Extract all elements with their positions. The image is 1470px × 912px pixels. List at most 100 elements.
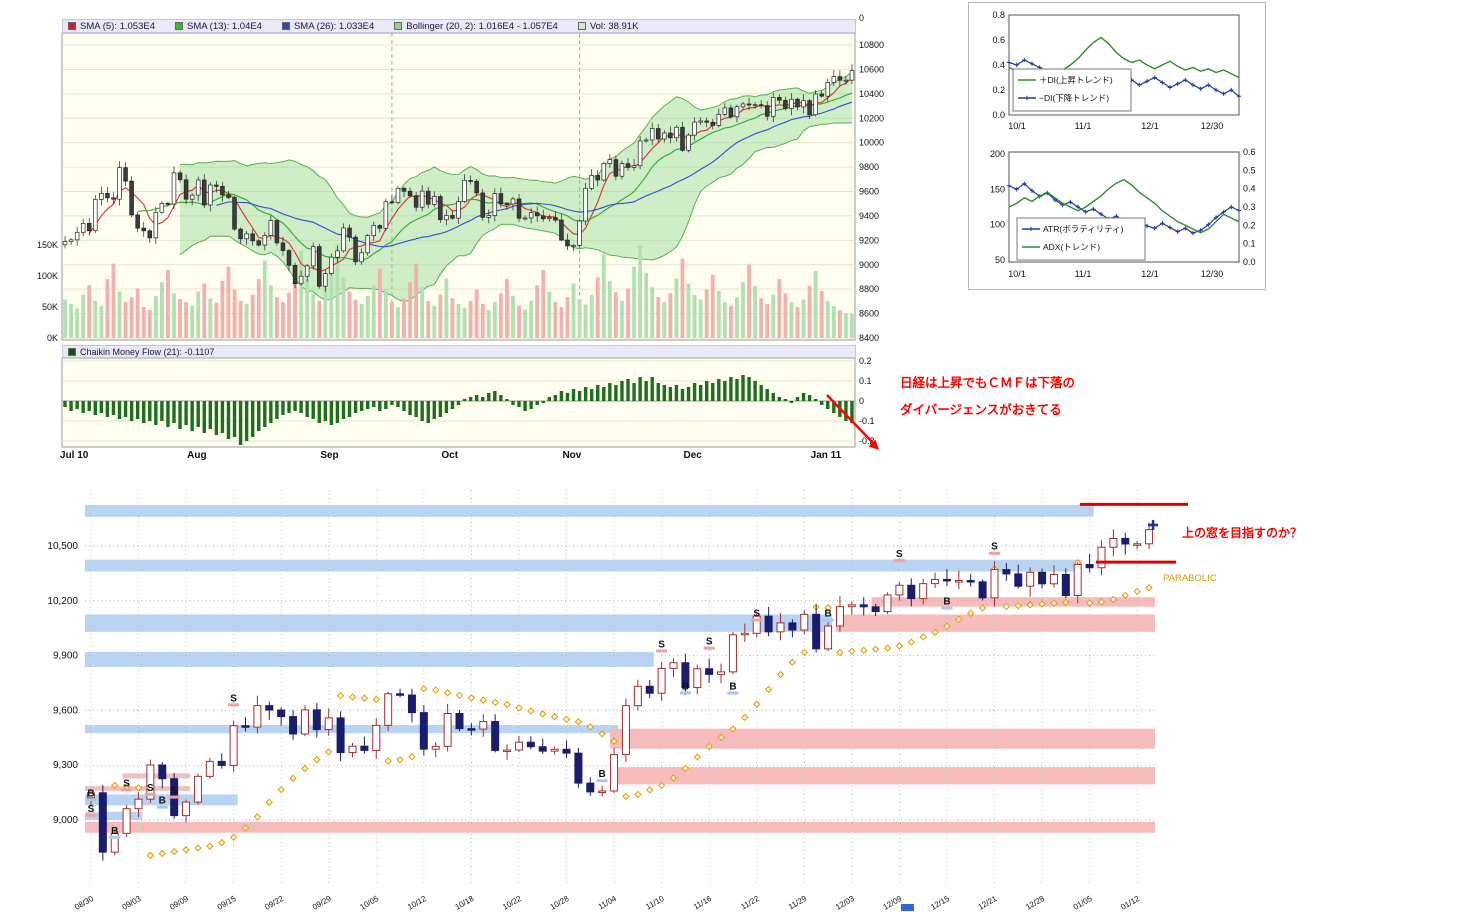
- svg-text:−DI(下降トレンド): −DI(下降トレンド): [1039, 93, 1109, 103]
- svg-text:9000: 9000: [859, 260, 879, 270]
- svg-text:9,300: 9,300: [53, 760, 78, 771]
- di-chart-canvas: 0.8 0.6 0.4 0.2 0.0 ＋DI(上昇トレンド) −DI(下降トレンド) 10/…: [992, 10, 1242, 131]
- svg-text:0.0: 0.0: [992, 110, 1005, 120]
- svg-text:12/03: 12/03: [834, 894, 856, 912]
- svg-text:11/04: 11/04: [597, 894, 619, 912]
- svg-text:10800: 10800: [859, 40, 884, 50]
- svg-text:10400: 10400: [859, 89, 884, 99]
- cmf-color-chip: [68, 347, 76, 356]
- svg-text:10/1: 10/1: [1008, 269, 1026, 279]
- svg-text:10000: 10000: [859, 138, 884, 148]
- svg-text:11/10: 11/10: [644, 894, 666, 912]
- svg-text:B: B: [824, 608, 831, 619]
- svg-text:12/30: 12/30: [1201, 121, 1224, 131]
- daily-chart-canvas: 10,500 10,200 9,900 9,600 9,300 9,000 08/30 09/…: [47, 490, 1217, 912]
- bottom-blue-marker: [901, 904, 914, 911]
- sma5-label: SMA (5): 1.053E4: [80, 20, 155, 32]
- legend-sma5: SMA (5): 1.053E4: [68, 21, 155, 32]
- cmf-divergence-note-line1: 日経は上昇でもＣＭＦは下落の: [900, 376, 1076, 390]
- svg-text:9600: 9600: [859, 187, 879, 197]
- svg-text:150K: 150K: [37, 240, 58, 250]
- svg-text:ADX(トレンド): ADX(トレンド): [1043, 242, 1100, 252]
- svg-text:11/29: 11/29: [787, 894, 809, 912]
- svg-text:0.0: 0.0: [1243, 257, 1256, 267]
- svg-text:0.2: 0.2: [1243, 220, 1256, 230]
- svg-text:B: B: [729, 681, 736, 692]
- svg-text:50: 50: [995, 255, 1005, 265]
- cmf-divergence-note-line2: ダイバージェンスがおきてる: [900, 403, 1062, 417]
- svg-text:11/1: 11/1: [1075, 269, 1092, 279]
- svg-text:B: B: [682, 681, 689, 692]
- atr-adx-chart-canvas: 200 150 100 50 0.6 0.5 0.4 0.3 0.2 0.1 0.0 ATR(ボラティ…: [990, 147, 1256, 279]
- parabolic-sar-dots: [99, 559, 1153, 860]
- svg-text:08/30: 08/30: [73, 894, 95, 912]
- svg-text:Oct: Oct: [441, 450, 458, 460]
- svg-text:9400: 9400: [859, 211, 879, 221]
- svg-text:09/22: 09/22: [263, 894, 285, 912]
- svg-text:S: S: [171, 786, 178, 797]
- svg-text:S: S: [991, 542, 998, 553]
- svg-text:10/1: 10/1: [1008, 121, 1026, 131]
- svg-text:0.1: 0.1: [859, 376, 872, 386]
- svg-text:10/28: 10/28: [549, 894, 571, 912]
- svg-text:0.2: 0.2: [992, 85, 1005, 95]
- main-chart-legend: SMA (5): 1.053E4 SMA (13): 1.04E4 SMA (2…: [62, 19, 856, 33]
- svg-text:S: S: [753, 608, 760, 619]
- cmf-divergence-note: 日経は上昇でもＣＭＦは下落の ダイバージェンスがおきてる: [900, 370, 1075, 424]
- svg-text:10/05: 10/05: [358, 894, 380, 912]
- svg-text:09/29: 09/29: [311, 894, 333, 912]
- svg-text:200: 200: [990, 149, 1005, 159]
- legend-volume: Vol: 38.91K: [577, 21, 638, 32]
- svg-text:50K: 50K: [42, 302, 58, 312]
- svg-text:0.6: 0.6: [1243, 147, 1256, 157]
- svg-text:S: S: [658, 639, 665, 650]
- svg-text:S: S: [147, 783, 154, 794]
- upper-window-note: 上の窓を目指すのか？: [1182, 526, 1303, 540]
- svg-text:9,900: 9,900: [53, 651, 78, 662]
- svg-text:0: 0: [859, 396, 864, 406]
- svg-text:0.3: 0.3: [1243, 202, 1256, 212]
- svg-text:Dec: Dec: [684, 450, 703, 460]
- legend-cmf: Chaikin Money Flow (21): -0.1107: [68, 347, 214, 357]
- svg-text:09/15: 09/15: [216, 894, 238, 912]
- svg-text:10/22: 10/22: [501, 894, 523, 912]
- svg-text:0.1: 0.1: [1243, 239, 1256, 249]
- svg-text:0K: 0K: [47, 333, 58, 343]
- svg-text:S: S: [88, 804, 95, 815]
- svg-text:S: S: [706, 637, 713, 648]
- daily-candles: [86, 522, 1154, 861]
- svg-text:0.5: 0.5: [1243, 165, 1256, 175]
- svg-text:09/03: 09/03: [121, 894, 143, 912]
- svg-text:10200: 10200: [859, 113, 884, 123]
- main-chart-canvas: 10800 10600 10400 10200 10000 9800 9600 9400 920…: [37, 13, 884, 460]
- bollinger-color-chip: [394, 22, 403, 30]
- volume-bars: [63, 243, 854, 338]
- svg-text:B: B: [599, 769, 606, 780]
- svg-text:12/28: 12/28: [1024, 894, 1046, 912]
- svg-text:S: S: [123, 778, 130, 789]
- svg-text:12/30: 12/30: [1201, 269, 1224, 279]
- svg-text:B: B: [159, 796, 166, 807]
- svg-text:9,000: 9,000: [53, 815, 78, 826]
- svg-text:8800: 8800: [859, 284, 879, 294]
- svg-text:Sep: Sep: [320, 450, 338, 460]
- svg-text:0.6: 0.6: [992, 35, 1005, 45]
- indicator-panel: 0.8 0.6 0.4 0.2 0.0 ＋DI(上昇トレンド) −DI(下降トレンド) 10/…: [968, 2, 1266, 290]
- svg-text:12/15: 12/15: [929, 894, 951, 912]
- svg-text:8400: 8400: [859, 333, 879, 343]
- svg-text:11/1: 11/1: [1075, 121, 1092, 131]
- svg-text:0.2: 0.2: [859, 356, 872, 366]
- svg-text:10600: 10600: [859, 64, 884, 74]
- svg-text:9200: 9200: [859, 235, 879, 245]
- sma13-color-chip: [174, 22, 183, 30]
- svg-text:10/12: 10/12: [406, 894, 428, 912]
- svg-text:09/09: 09/09: [168, 894, 190, 912]
- gap-window-bands: [85, 504, 1155, 833]
- legend-sma26: SMA (26): 1.033E4: [281, 21, 374, 32]
- svg-text:ATR(ボラティリティ): ATR(ボラティリティ): [1043, 224, 1124, 234]
- svg-text:0: 0: [859, 13, 864, 23]
- cmf-label: Chaikin Money Flow (21): -0.1107: [80, 346, 215, 357]
- svg-text:-0.1: -0.1: [859, 416, 875, 426]
